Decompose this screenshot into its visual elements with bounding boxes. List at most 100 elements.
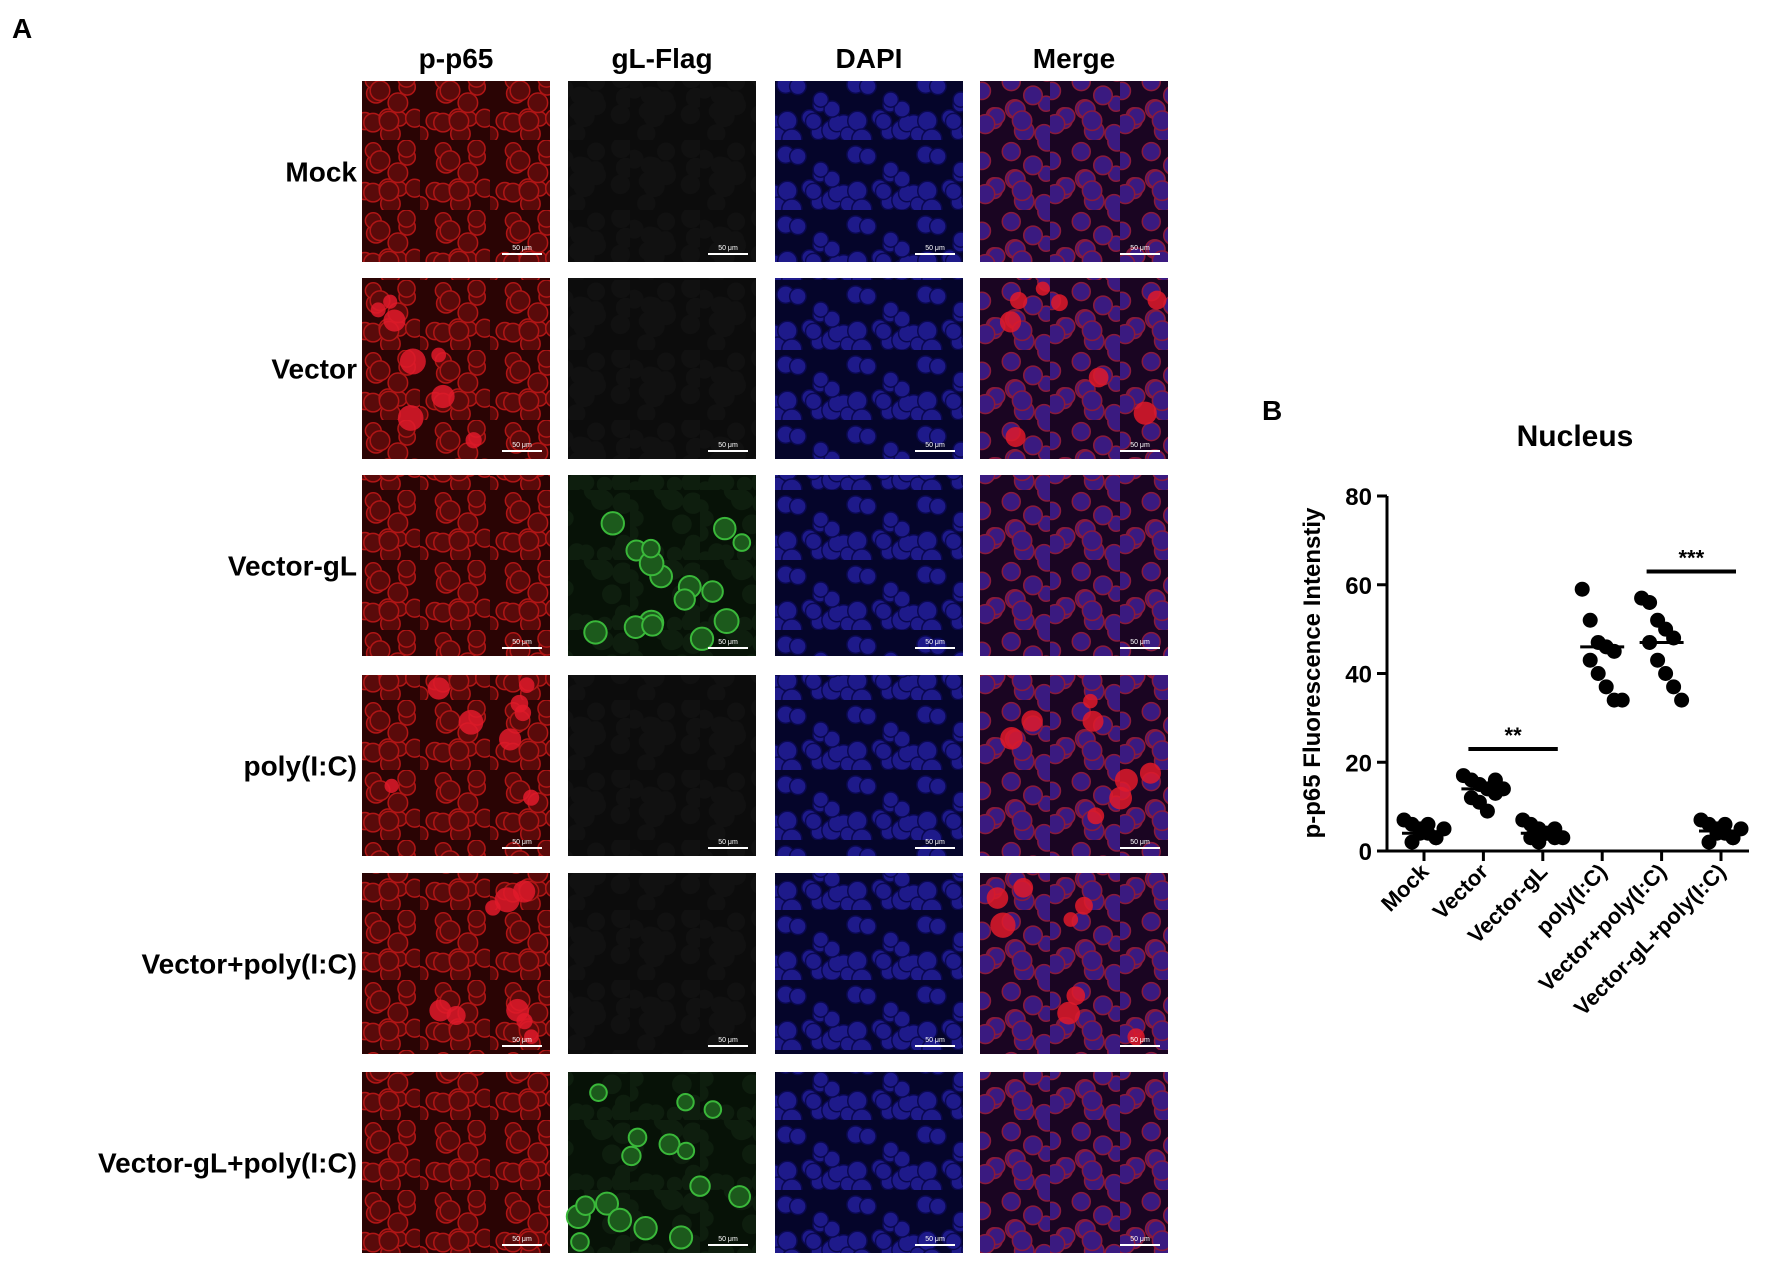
column-label: gL-Flag [611,43,712,74]
y-axis-label: p-p65 Fluorescence Intenstiy [1299,507,1326,838]
scale-bar-label: 50 μm [718,442,738,449]
scale-bar-label: 50 μm [718,245,738,252]
data-point [1717,816,1733,832]
cell [516,1013,533,1030]
micrograph [980,475,1168,656]
cell [713,608,740,635]
cell [1082,710,1104,732]
cell [485,900,501,916]
micrograph [568,81,756,262]
data-point [1642,595,1658,610]
cell [429,999,452,1022]
cell [523,789,540,806]
cell [676,1141,696,1160]
data-point [1420,816,1436,832]
scale-bar-label: 50 μm [512,639,532,646]
scale-bar-label: 50 μm [718,1236,738,1243]
micrograph [980,873,1168,1054]
scale-bar-label: 50 μm [718,1037,738,1044]
scale-bar-label: 50 μm [718,639,738,646]
cell [524,1029,539,1045]
cell [1133,401,1157,425]
data-point [1614,692,1630,708]
micrograph [568,278,756,459]
cell [732,533,752,552]
chart-title: Nucleus [1517,420,1634,453]
scale-bar-label: 50 μm [512,245,532,252]
cell [1127,1028,1145,1046]
scale-bar-label: 50 μm [925,839,945,846]
cell [383,294,398,309]
cell [570,1232,590,1252]
column-label: DAPI [836,43,903,74]
cell [1000,727,1023,750]
cell [689,626,715,651]
cell [658,1133,681,1156]
cell [990,912,1016,938]
cell [399,348,426,375]
micrograph [568,675,756,856]
scale-bar-label: 50 μm [1130,1037,1150,1044]
x-tick-label: Mock [1376,858,1434,916]
scale-bar-label: 50 μm [512,1236,532,1243]
cell [600,511,625,536]
cell [595,1191,620,1216]
row-label: Vector [271,354,357,385]
panel-label: B [1262,395,1282,426]
scale-bar-label: 50 μm [925,639,945,646]
cell [1010,291,1028,310]
micrograph [775,475,963,656]
micrograph [980,675,1168,856]
significance-label: *** [1678,545,1704,570]
cell [668,1225,694,1250]
micrograph [362,81,550,262]
cell [627,1127,648,1148]
cell [427,677,450,700]
cell [703,1100,723,1119]
cell [1035,281,1050,296]
y-tick-label: 20 [1345,750,1372,777]
cell [728,1185,752,1208]
cell [1057,1001,1080,1025]
cell [583,620,608,645]
cell [633,1216,658,1241]
scale-bar-label: 50 μm [1130,839,1150,846]
micrograph [775,81,963,262]
micrograph [775,675,963,856]
scale-bar-label: 50 μm [1130,442,1150,449]
column-label: p-p65 [419,43,494,74]
y-tick-label: 80 [1345,484,1372,511]
cell [575,1195,596,1216]
cell [607,1207,633,1233]
cell [494,887,520,913]
micrograph [980,81,1168,262]
cell [689,1175,711,1197]
cell [621,1145,642,1167]
cell [701,580,724,603]
cell [986,887,1009,909]
data-point [1658,666,1674,681]
cell [676,1092,695,1112]
micrograph [568,873,756,1054]
row-label: Vector-gL [228,551,357,582]
cell [1087,807,1105,825]
data-point [1598,679,1614,695]
data-point [1733,821,1749,837]
data-point [1582,612,1598,628]
scale-bar-label: 50 μm [512,442,532,449]
data-point [1666,679,1682,695]
row-label: Vector+poly(I:C) [142,949,357,980]
scale-bar-label: 50 μm [512,1037,532,1044]
y-tick-label: 0 [1359,839,1372,866]
micrograph [362,278,550,459]
micrograph [775,278,963,459]
micrograph [775,1072,963,1253]
data-point [1674,692,1690,708]
cell [1051,294,1068,312]
cell [1005,426,1026,448]
scale-bar-label: 50 μm [925,442,945,449]
cell [499,728,522,751]
y-tick-label: 60 [1345,573,1372,600]
data-point [1479,803,1495,819]
row-label: Vector-gL+poly(I:C) [98,1148,357,1179]
